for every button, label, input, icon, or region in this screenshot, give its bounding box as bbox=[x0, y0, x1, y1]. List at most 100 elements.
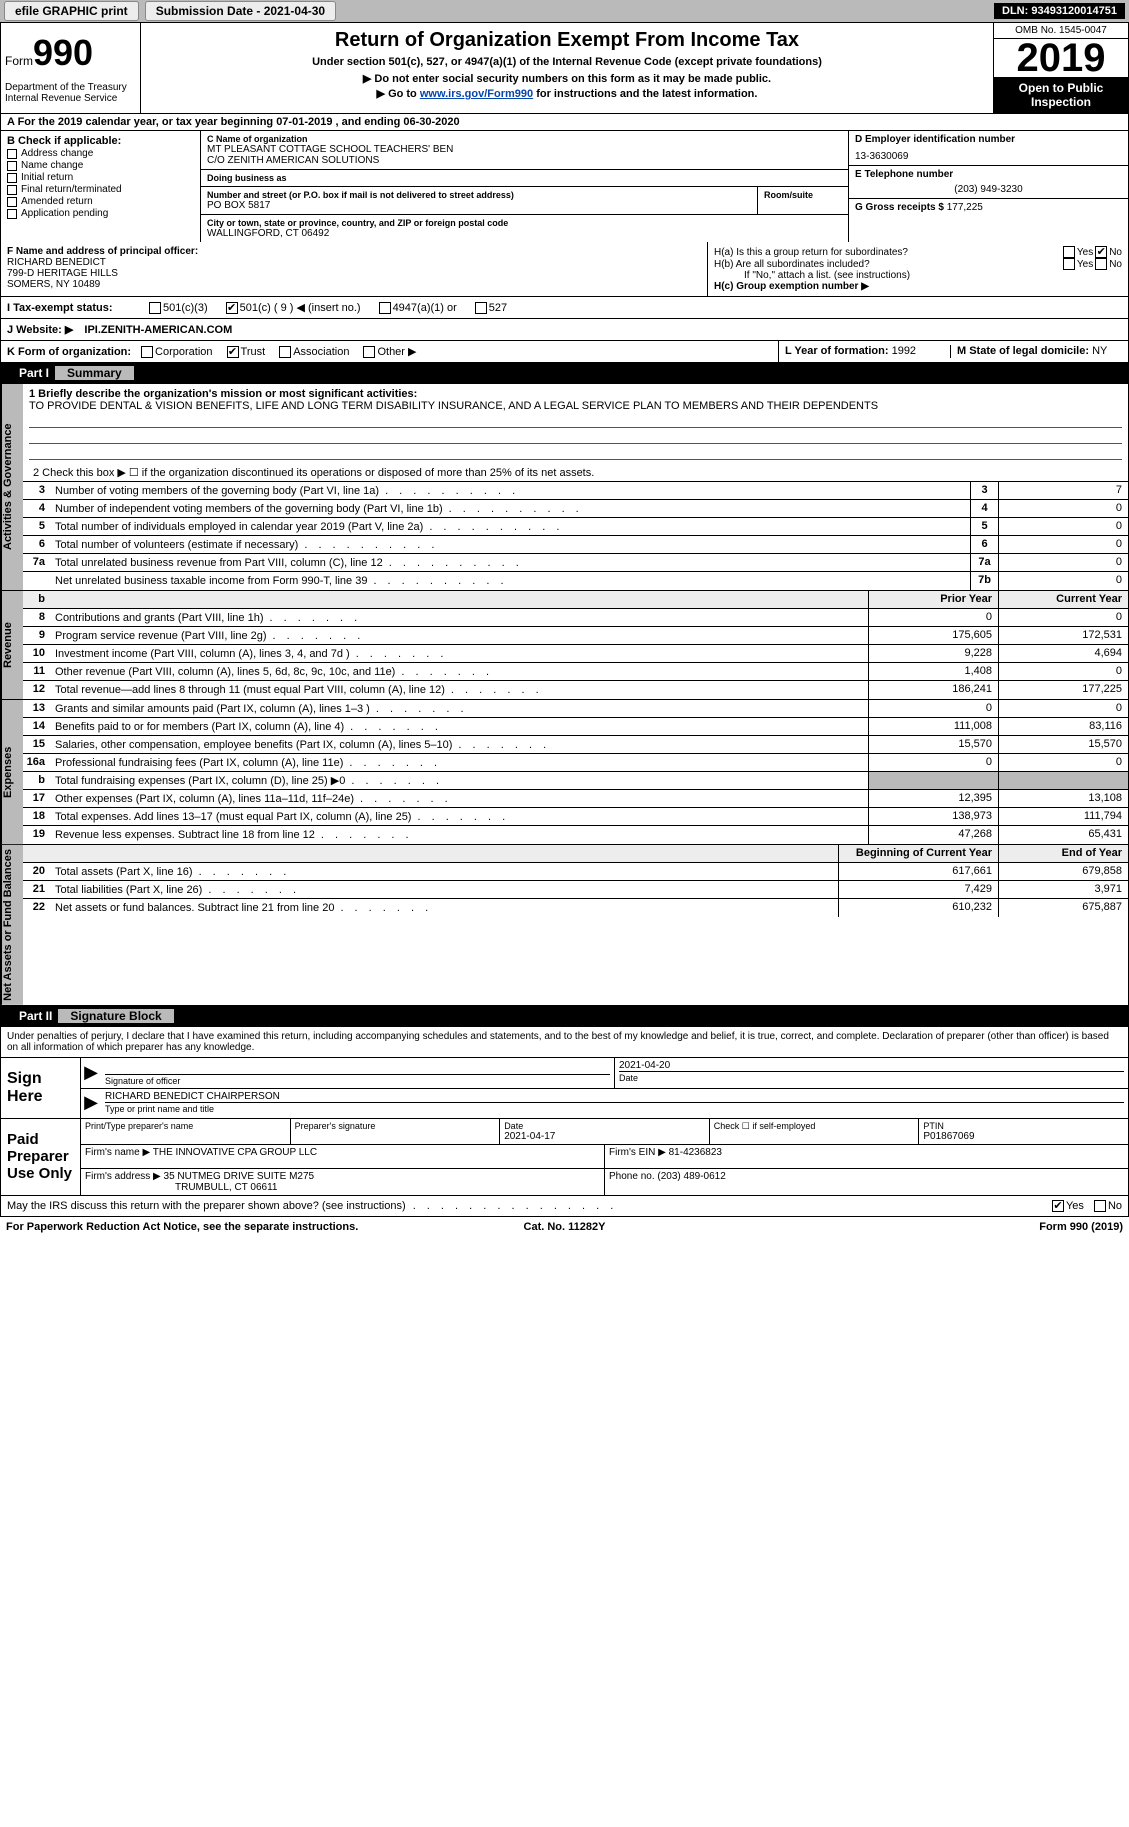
officer-label: F Name and address of principal officer: bbox=[7, 246, 701, 257]
table-row: 22Net assets or fund balances. Subtract … bbox=[23, 899, 1128, 917]
hb-note: If "No," attach a list. (see instruction… bbox=[714, 270, 1122, 281]
discuss-label: May the IRS discuss this return with the… bbox=[7, 1200, 1050, 1212]
table-row: Net unrelated business taxable income fr… bbox=[23, 572, 1128, 590]
box-h: H(a) Is this a group return for subordin… bbox=[708, 242, 1128, 296]
website-label: J Website: ▶ bbox=[7, 324, 73, 336]
efile-print-button[interactable]: efile GRAPHIC print bbox=[4, 1, 139, 21]
submission-date-label: Submission Date - 2021-04-30 bbox=[145, 1, 336, 21]
discuss-no-checkbox[interactable] bbox=[1094, 1200, 1106, 1212]
hb-yes-checkbox[interactable] bbox=[1063, 258, 1075, 270]
prep-firm-name: THE INNOVATIVE CPA GROUP LLC bbox=[153, 1147, 317, 1158]
table-row: 16aProfessional fundraising fees (Part I… bbox=[23, 754, 1128, 772]
sign-here-label: Sign Here bbox=[1, 1058, 81, 1118]
prep-ein: 81-4236823 bbox=[669, 1147, 722, 1158]
chk-501c3[interactable] bbox=[149, 302, 161, 314]
ein-value: 13-3630069 bbox=[855, 151, 1122, 162]
pra-notice: For Paperwork Reduction Act Notice, see … bbox=[6, 1221, 378, 1233]
identity-grid: B Check if applicable: Address change Na… bbox=[0, 131, 1129, 242]
instructions-link[interactable]: www.irs.gov/Form990 bbox=[420, 88, 533, 100]
open-inspection-label: Open to Public Inspection bbox=[994, 77, 1128, 113]
gross-receipts-label: G Gross receipts $ bbox=[855, 202, 944, 213]
ha-no-checkbox[interactable] bbox=[1095, 246, 1107, 258]
chk-trust[interactable] bbox=[227, 346, 239, 358]
sig-officer-label: Signature of officer bbox=[105, 1074, 610, 1086]
discuss-row: May the IRS discuss this return with the… bbox=[0, 1196, 1129, 1217]
table-row: 19Revenue less expenses. Subtract line 1… bbox=[23, 826, 1128, 844]
form-number: Form990 bbox=[5, 32, 136, 74]
year-formation: L Year of formation: 1992 bbox=[785, 345, 950, 358]
chk-4947[interactable] bbox=[379, 302, 391, 314]
top-bar: efile GRAPHIC print Submission Date - 20… bbox=[0, 0, 1129, 22]
prep-addr1: 35 NUTMEG DRIVE SUITE M275 bbox=[164, 1171, 315, 1182]
table-row: 6Total number of volunteers (estimate if… bbox=[23, 536, 1128, 554]
mission-label: 1 Briefly describe the organization's mi… bbox=[29, 388, 417, 400]
prep-self-employed: Check ☐ if self-employed bbox=[710, 1119, 920, 1144]
chk-association[interactable] bbox=[279, 346, 291, 358]
table-row: 3Number of voting members of the governi… bbox=[23, 482, 1128, 500]
box-c: C Name of organization MT PLEASANT COTTA… bbox=[201, 131, 848, 242]
org-name-label: C Name of organization bbox=[207, 134, 842, 144]
chk-final-return[interactable]: Final return/terminated bbox=[7, 184, 194, 195]
prep-addr2: TRUMBULL, CT 06611 bbox=[175, 1182, 277, 1193]
netassets-section: Net Assets or Fund Balances Beginning of… bbox=[0, 845, 1129, 1006]
arrow-icon: ▶ bbox=[81, 1089, 101, 1116]
chk-501c[interactable] bbox=[226, 302, 238, 314]
eoy-header: End of Year bbox=[998, 845, 1128, 862]
chk-address-change[interactable]: Address change bbox=[7, 148, 194, 159]
bcy-header: Beginning of Current Year bbox=[838, 845, 998, 862]
chk-corporation[interactable] bbox=[141, 346, 153, 358]
form-subtitle: Under section 501(c), 527, or 4947(a)(1)… bbox=[149, 56, 985, 68]
mission-text: TO PROVIDE DENTAL & VISION BENEFITS, LIF… bbox=[29, 400, 1122, 412]
note2-post: for instructions and the latest informat… bbox=[533, 88, 757, 100]
table-row: 5Total number of individuals employed in… bbox=[23, 518, 1128, 536]
form-footer: Form 990 (2019) bbox=[751, 1221, 1123, 1233]
prep-name-label: Print/Type preparer's name bbox=[81, 1119, 291, 1144]
prep-date: 2021-04-17 bbox=[504, 1131, 705, 1142]
table-row: 8Contributions and grants (Part VIII, li… bbox=[23, 609, 1128, 627]
officer-addr2: SOMERS, NY 10489 bbox=[7, 279, 701, 290]
state-domicile: M State of legal domicile: NY bbox=[950, 345, 1122, 358]
mission-block: 1 Briefly describe the organization's mi… bbox=[23, 384, 1128, 464]
sign-here-block: Sign Here ▶ Signature of officer 2021-04… bbox=[0, 1058, 1129, 1119]
form-word: Form bbox=[5, 54, 33, 68]
table-row: 15Salaries, other compensation, employee… bbox=[23, 736, 1128, 754]
chk-other[interactable] bbox=[363, 346, 375, 358]
row-j: J Website: ▶ IPI.ZENITH-AMERICAN.COM bbox=[0, 319, 1129, 341]
dln-label: DLN: 93493120014751 bbox=[994, 3, 1125, 19]
paid-preparer-block: Paid Preparer Use Only Print/Type prepar… bbox=[0, 1119, 1129, 1196]
table-row: 10Investment income (Part VIII, column (… bbox=[23, 645, 1128, 663]
chk-name-change[interactable]: Name change bbox=[7, 160, 194, 171]
hb-no-checkbox[interactable] bbox=[1095, 258, 1107, 270]
part-1-num: Part I bbox=[9, 366, 59, 380]
tax-status-label: I Tax-exempt status: bbox=[7, 302, 147, 314]
chk-initial-return[interactable]: Initial return bbox=[7, 172, 194, 183]
table-row: 11Other revenue (Part VIII, column (A), … bbox=[23, 663, 1128, 681]
section-b-label: b bbox=[23, 591, 51, 608]
form-org-label: K Form of organization: bbox=[7, 346, 131, 358]
chk-527[interactable] bbox=[475, 302, 487, 314]
form-num: 990 bbox=[33, 32, 93, 73]
part-2-header: Part II Signature Block bbox=[0, 1006, 1129, 1027]
table-row: 14Benefits paid to or for members (Part … bbox=[23, 718, 1128, 736]
room-label: Room/suite bbox=[764, 190, 842, 200]
table-row: 9Program service revenue (Part VIII, lin… bbox=[23, 627, 1128, 645]
table-row: 17Other expenses (Part IX, column (A), l… bbox=[23, 790, 1128, 808]
chk-application-pending[interactable]: Application pending bbox=[7, 208, 194, 219]
phone-label: E Telephone number bbox=[855, 169, 1122, 180]
ha-yes-checkbox[interactable] bbox=[1063, 246, 1075, 258]
prep-ptin: P01867069 bbox=[923, 1131, 1124, 1142]
discuss-yes-checkbox[interactable] bbox=[1052, 1200, 1064, 1212]
chk-amended-return[interactable]: Amended return bbox=[7, 196, 194, 207]
table-row: 12Total revenue—add lines 8 through 11 (… bbox=[23, 681, 1128, 699]
box-d-e-g: D Employer identification number 13-3630… bbox=[848, 131, 1128, 242]
box-f: F Name and address of principal officer:… bbox=[1, 242, 708, 296]
department-label: Department of the Treasury Internal Reve… bbox=[5, 82, 136, 104]
row-k: K Form of organization: Corporation Trus… bbox=[0, 341, 1129, 363]
sig-date-value: 2021-04-20 bbox=[619, 1060, 1124, 1071]
city-value: WALLINGFORD, CT 06492 bbox=[207, 228, 842, 239]
hb-label: H(b) Are all subordinates included? bbox=[714, 259, 1061, 270]
part-2-title: Signature Block bbox=[58, 1009, 173, 1023]
gross-receipts-value: 177,225 bbox=[947, 202, 983, 213]
box-b: B Check if applicable: Address change Na… bbox=[1, 131, 201, 242]
table-row: bTotal fundraising expenses (Part IX, co… bbox=[23, 772, 1128, 790]
